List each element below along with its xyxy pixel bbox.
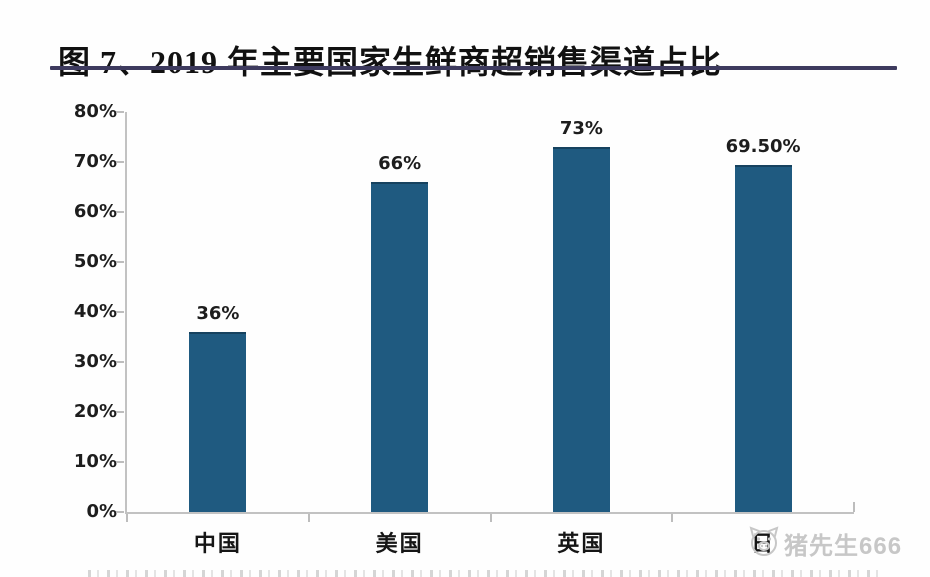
y-axis-tick-label: 0% (86, 501, 117, 522)
x-axis-tick-mark (307, 514, 310, 522)
watermark-text: 猪先生666 (784, 533, 903, 560)
bar-英国 (552, 147, 610, 512)
y-axis-tick-label: 10% (73, 451, 117, 472)
cropped-caption-strip (88, 570, 878, 577)
y-axis-tick-label: 30% (73, 351, 117, 372)
y-axis-tick-mark (116, 411, 124, 413)
chart-title: 图 7、2019 年主要国家生鲜商超销售渠道占比 (58, 44, 723, 81)
y-axis-tick-label: 40% (73, 301, 117, 322)
bar-美国 (371, 182, 429, 512)
x-axis-category-label: 中国 (193, 531, 242, 556)
x-axis-tick-mark (126, 514, 128, 522)
y-axis-tick-mark (116, 461, 124, 463)
x-axis-tick-mark (489, 514, 492, 522)
y-axis-tick-mark (116, 161, 124, 163)
watermark: 猪先生666 (748, 524, 902, 563)
x-axis-tick-mark (671, 514, 674, 522)
x-axis-category-label: 英国 (557, 531, 606, 556)
bar-value-label: 69.50% (725, 135, 801, 157)
y-axis-tick-mark (116, 211, 124, 213)
bar-日 (734, 164, 792, 512)
y-axis-tick-mark (116, 111, 124, 113)
bar-中国 (189, 332, 247, 512)
y-axis-tick-label: 50% (73, 251, 117, 272)
bar-value-label: 36% (196, 303, 240, 324)
bar-value-label: 66% (378, 153, 422, 174)
y-axis-tick-label: 80% (73, 101, 117, 122)
title-underline (50, 66, 897, 70)
pig-icon (748, 524, 780, 563)
x-axis-end-tick (853, 502, 855, 512)
x-axis-category-label: 美国 (375, 531, 424, 556)
y-axis-tick-label: 70% (73, 151, 117, 172)
y-axis-tick-mark (116, 261, 124, 263)
bar-value-label: 73% (559, 118, 603, 139)
y-axis-tick-mark (116, 311, 124, 313)
y-axis-tick-mark (116, 361, 124, 363)
y-axis-tick-mark (116, 511, 124, 513)
bar-chart-plot-area: 0% 10% 20% 30% 40% 50% 60% 70% 80% 36% 中国 66% 美国 73% 英… (74, 103, 855, 556)
y-axis-tick-label: 20% (73, 401, 117, 422)
y-axis-tick-label: 60% (73, 201, 117, 222)
